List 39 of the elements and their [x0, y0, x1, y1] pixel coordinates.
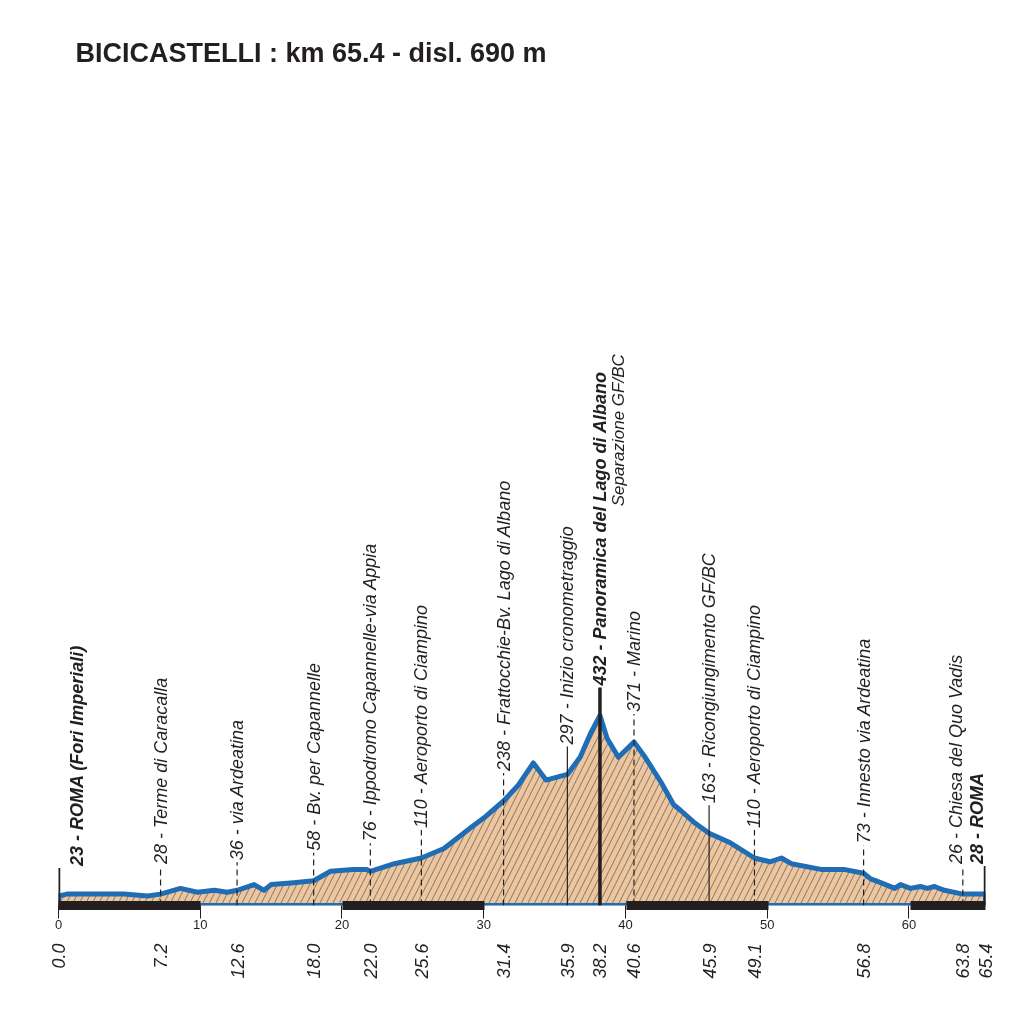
annotation: 58 - Bv. per Capannelle — [303, 663, 324, 851]
annotation: 28 - ROMA — [966, 773, 987, 866]
annotation: 110 - Aeroporto di Ciampino — [744, 604, 765, 828]
x-tick-label: 10 — [193, 916, 208, 932]
ref-line-label: 31.4 — [494, 943, 515, 979]
ref-line-label: 56.8 — [854, 943, 875, 979]
ref-line-label: 49.1 — [744, 943, 765, 979]
text: Separazione GF/BC — [609, 353, 629, 507]
annotation: 371 - Marino — [623, 611, 644, 713]
ref-line-label: 38.2 — [590, 943, 611, 979]
x-tick-label: 0 — [54, 916, 63, 932]
annotation: 23 - ROMA (Fori Imperiali) — [66, 645, 87, 867]
chart-title: BICICASTELLI : km 65.4 - disl. 690 m — [75, 37, 547, 68]
ref-line-label: 45.9 — [699, 943, 720, 979]
ref-line-label: 65.4 — [976, 943, 996, 979]
ref-line-label: 35.9 — [557, 943, 578, 979]
ref-line-label: 22.0 — [360, 943, 381, 980]
annotation: 432 - Panoramica del Lago di Albano — [589, 372, 610, 687]
x-tick-label: 60 — [901, 916, 917, 932]
annotation: 297 - Inizio cronometraggio — [557, 526, 578, 746]
ref-line-label: 7.2 — [151, 943, 172, 969]
annotation: 238 - Frattocchie-Bv. Lago di Albano — [493, 480, 514, 772]
annotation: 26 - Chiesa del Quo Vadis — [945, 654, 966, 866]
x-tick-label: 40 — [618, 916, 633, 932]
x-tick-label: 30 — [476, 916, 491, 932]
ref-line-label: 0.0 — [49, 943, 69, 969]
annotation: 76 - Ippodromo Capannelle-via Appia — [360, 543, 381, 842]
annotation: 163 - Ricongiungimento GF/BC — [699, 552, 720, 804]
annotation: 110 - Aeroporto di Ciampino — [411, 604, 432, 828]
annotation: 28 - Terme di Caracalla — [150, 677, 171, 866]
ref-line-label: 40.6 — [624, 942, 645, 979]
ref-line-label: 25.6 — [411, 942, 432, 980]
annotation: 73 - Innesto via Ardeatina — [853, 638, 874, 844]
ref-line-label: 12.6 — [227, 942, 248, 979]
x-tick-label: 50 — [759, 916, 775, 932]
ref-line-label: 18.0 — [304, 943, 325, 979]
x-tick-label: 20 — [334, 916, 350, 932]
ref-line-label: 63.8 — [953, 943, 974, 979]
annotation: 36 - via Ardeatina — [227, 719, 248, 861]
